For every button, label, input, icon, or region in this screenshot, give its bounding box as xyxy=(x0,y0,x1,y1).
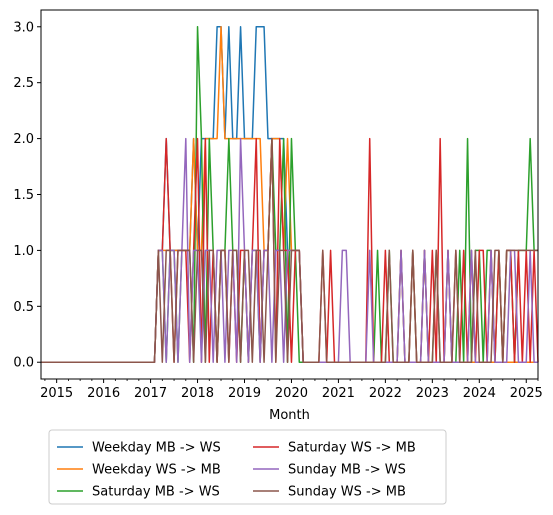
legend-label-6: Sunday WS -> MB xyxy=(288,485,406,500)
x-tick-label: 2024 xyxy=(463,386,496,401)
x-tick-label: 2022 xyxy=(369,386,402,401)
x-tick-label: 2023 xyxy=(416,386,449,401)
x-tick-label: 2019 xyxy=(228,386,261,401)
y-tick-label: 0.5 xyxy=(13,300,34,315)
y-tick-label: 2.5 xyxy=(13,76,34,91)
y-tick-label: 1.5 xyxy=(13,188,34,203)
legend-label-5: Sunday MB -> WS xyxy=(288,463,406,478)
x-tick-label: 2020 xyxy=(275,386,308,401)
y-tick-label: 3.0 xyxy=(13,20,34,35)
legend-label-4: Saturday WS -> MB xyxy=(288,441,416,456)
legend-label-2: Weekday WS -> MB xyxy=(92,463,221,478)
x-tick-label: 2025 xyxy=(510,386,543,401)
legend-label-3: Saturday MB -> WS xyxy=(92,485,220,500)
x-axis: 2015 2016 2017 2018 2019 2020 2021 2022 2023 2024… xyxy=(40,379,543,401)
series-layer xyxy=(41,26,539,363)
legend-frame xyxy=(48,429,447,505)
x-tick-label: 2015 xyxy=(40,386,73,401)
legend-label-1: Weekday MB -> WS xyxy=(92,441,221,456)
y-axis: 0.0 0.5 1.0 1.5 2.0 2.5 3.0 xyxy=(13,20,41,371)
y-tick-label: 2.0 xyxy=(13,132,34,147)
x-tick-label: 2017 xyxy=(134,386,167,401)
y-tick-label: 0.0 xyxy=(13,356,34,371)
y-tick-label: 1.0 xyxy=(13,244,34,259)
x-axis-label: Month xyxy=(269,408,310,423)
x-tick-label: 2021 xyxy=(322,386,355,401)
x-tick-label: 2016 xyxy=(87,386,120,401)
series-line-6 xyxy=(41,137,538,363)
x-tick-label: 2018 xyxy=(181,386,214,401)
legend: Weekday MB -> WS Weekday WS -> MB Saturday… xyxy=(48,429,447,505)
